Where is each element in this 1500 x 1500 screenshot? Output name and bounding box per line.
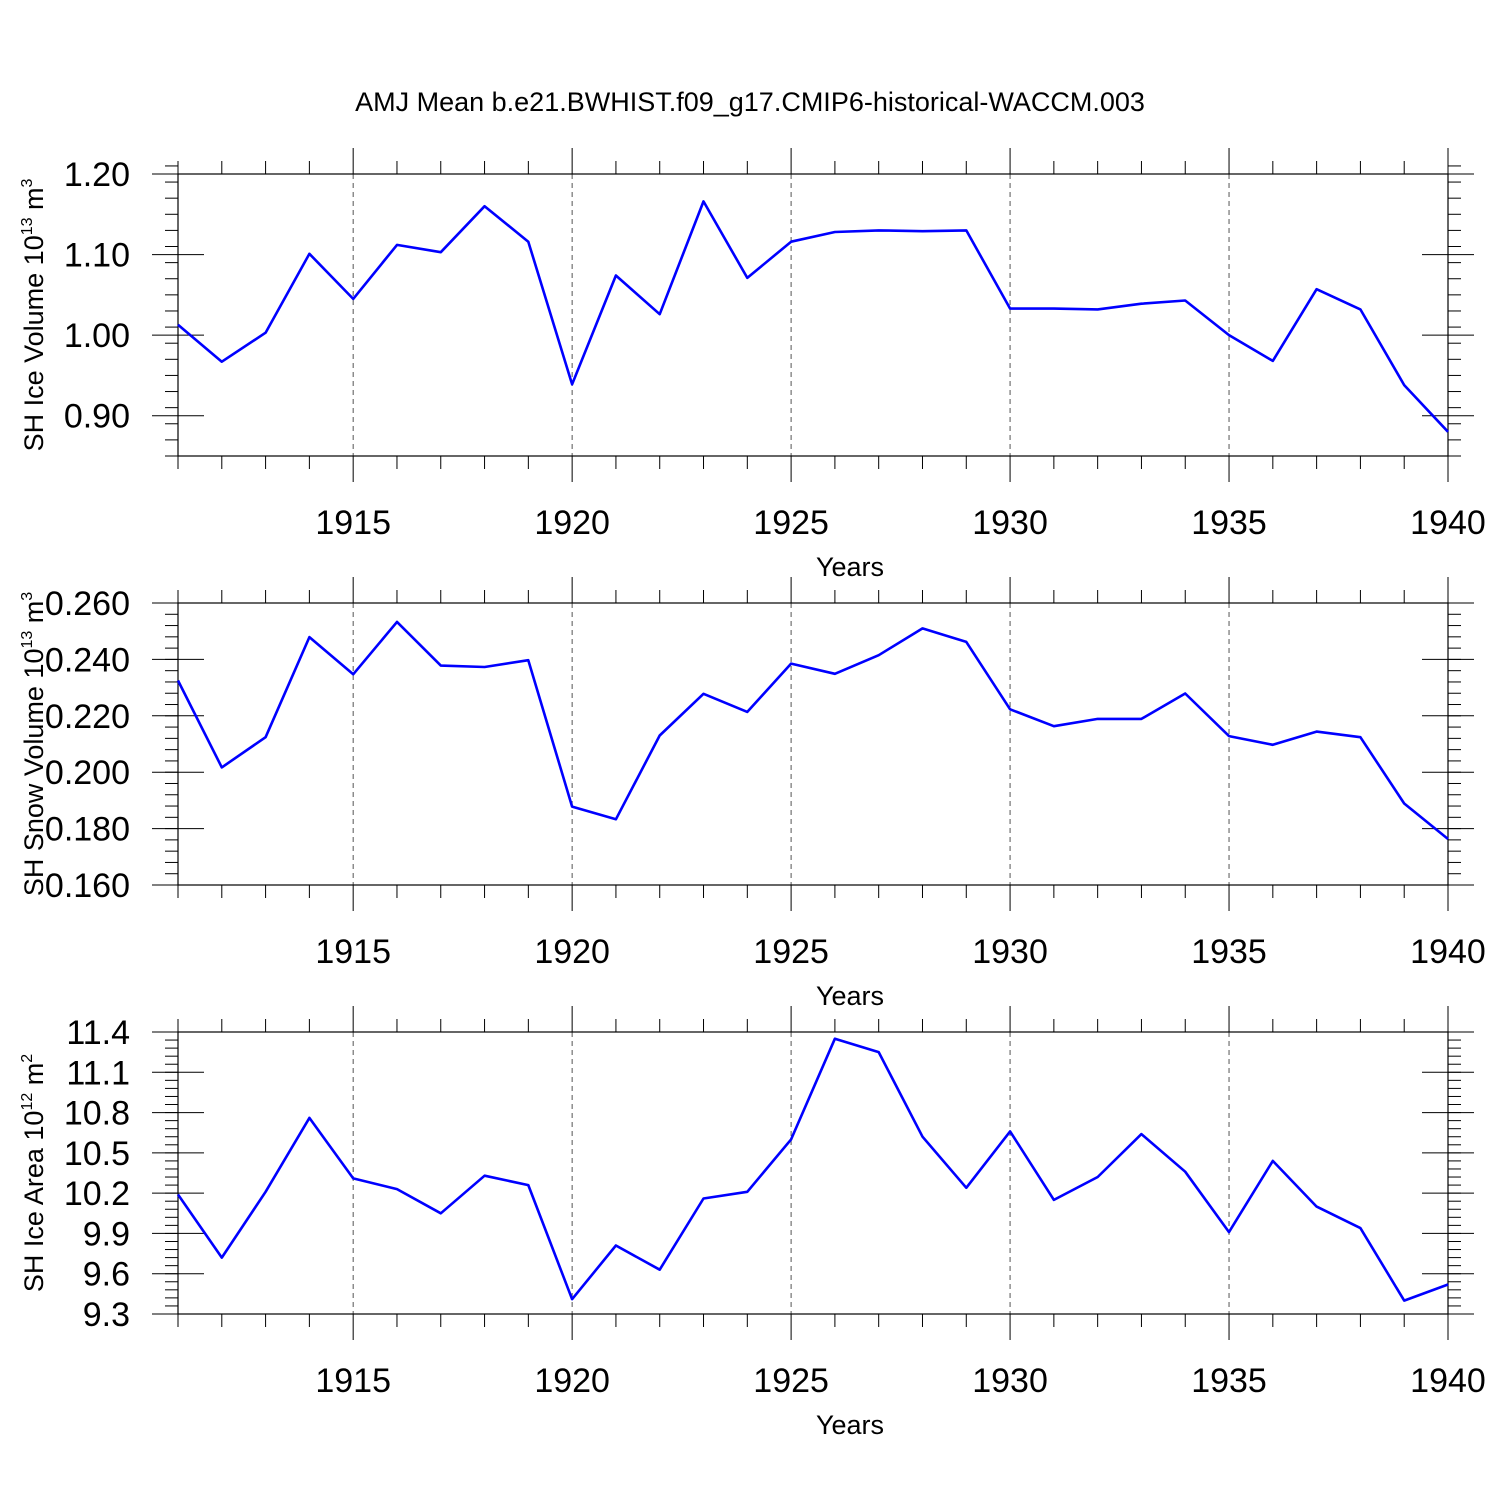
y-tick-label: 0.180: [45, 811, 130, 849]
y-axis-title: SH Ice Area 1012 m2: [19, 1054, 49, 1292]
y-tick-label: 0.160: [45, 867, 130, 905]
x-tick-label: 1920: [534, 1362, 610, 1400]
x-tick-label: 1935: [1191, 933, 1267, 971]
x-tick-label: 1920: [534, 504, 610, 542]
plot-frame: [177, 1031, 1449, 1315]
y-tick-label: 1.20: [64, 156, 130, 194]
y-tick-label: 9.3: [83, 1296, 130, 1334]
x-axis-title: Years: [816, 1410, 884, 1440]
y-tick-label: 10.5: [64, 1135, 130, 1173]
y-tick-label: 0.200: [45, 754, 130, 792]
y-tick-label: 1.10: [64, 237, 130, 275]
panel-1: 1915 1920 1925 1930 1935 1940 Years 1.20 1.10 1.0…: [19, 148, 1486, 582]
y-tick-label: 11.1: [66, 1054, 130, 1092]
y-tick-label: 0.240: [45, 641, 130, 679]
series-line-1: [176, 620, 1449, 841]
x-tick-label: 1925: [753, 1362, 829, 1400]
y-tick-label: 0.260: [45, 585, 130, 623]
y-tick-label: 1.00: [64, 317, 130, 355]
y-tick-label: 9.9: [83, 1215, 130, 1253]
x-tick-label: 1940: [1410, 933, 1486, 971]
y-tick-label: 10.8: [64, 1095, 130, 1133]
x-tick-label: 1940: [1410, 504, 1486, 542]
x-tick-label: 1915: [315, 504, 391, 542]
panel-3: 1915 1920 1925 1930 1935 1940Years11.411.110.…: [19, 1006, 1486, 1440]
panel-2: 1915 1920 1925 1930 1935 1940 Years 0.260 0.240 0…: [19, 577, 1486, 1011]
chart-title: AMJ Mean b.e21.BWHIST.f09_g17.CMIP6-hist…: [355, 87, 1145, 117]
x-tick-label: 1930: [972, 1362, 1048, 1400]
series-line-1: [177, 200, 1449, 433]
x-tick-label: 1930: [972, 504, 1048, 542]
x-tick-label: 1925: [753, 933, 829, 971]
x-axis-title: Years: [816, 981, 884, 1011]
x-tick-label: 1940: [1410, 1362, 1486, 1400]
y-tick-label: 0.220: [45, 698, 130, 736]
y-axis-title: SH Ice Volume 1013 m3: [19, 178, 49, 451]
y-tick-label: 10.2: [64, 1175, 130, 1213]
y-axis-title: SH Snow Volume 1013 m3: [19, 592, 49, 896]
x-tick-label: 1935: [1191, 504, 1267, 542]
series-line-1: [176, 1037, 1449, 1302]
x-tick-label: 1930: [972, 933, 1048, 971]
y-tick-label: 9.6: [83, 1256, 130, 1294]
y-tick-label: 11.4: [66, 1014, 130, 1052]
x-tick-label: 1920: [534, 933, 610, 971]
x-tick-label: 1915: [315, 933, 391, 971]
x-tick-label: 1915: [315, 1362, 391, 1400]
plot-frame: [177, 602, 1449, 886]
x-tick-label: 1925: [753, 504, 829, 542]
x-axis-title: Years: [816, 552, 884, 582]
plot-frame: [177, 173, 1449, 457]
x-tick-label: 1935: [1191, 1362, 1267, 1400]
y-tick-label: 0.90: [64, 398, 130, 436]
